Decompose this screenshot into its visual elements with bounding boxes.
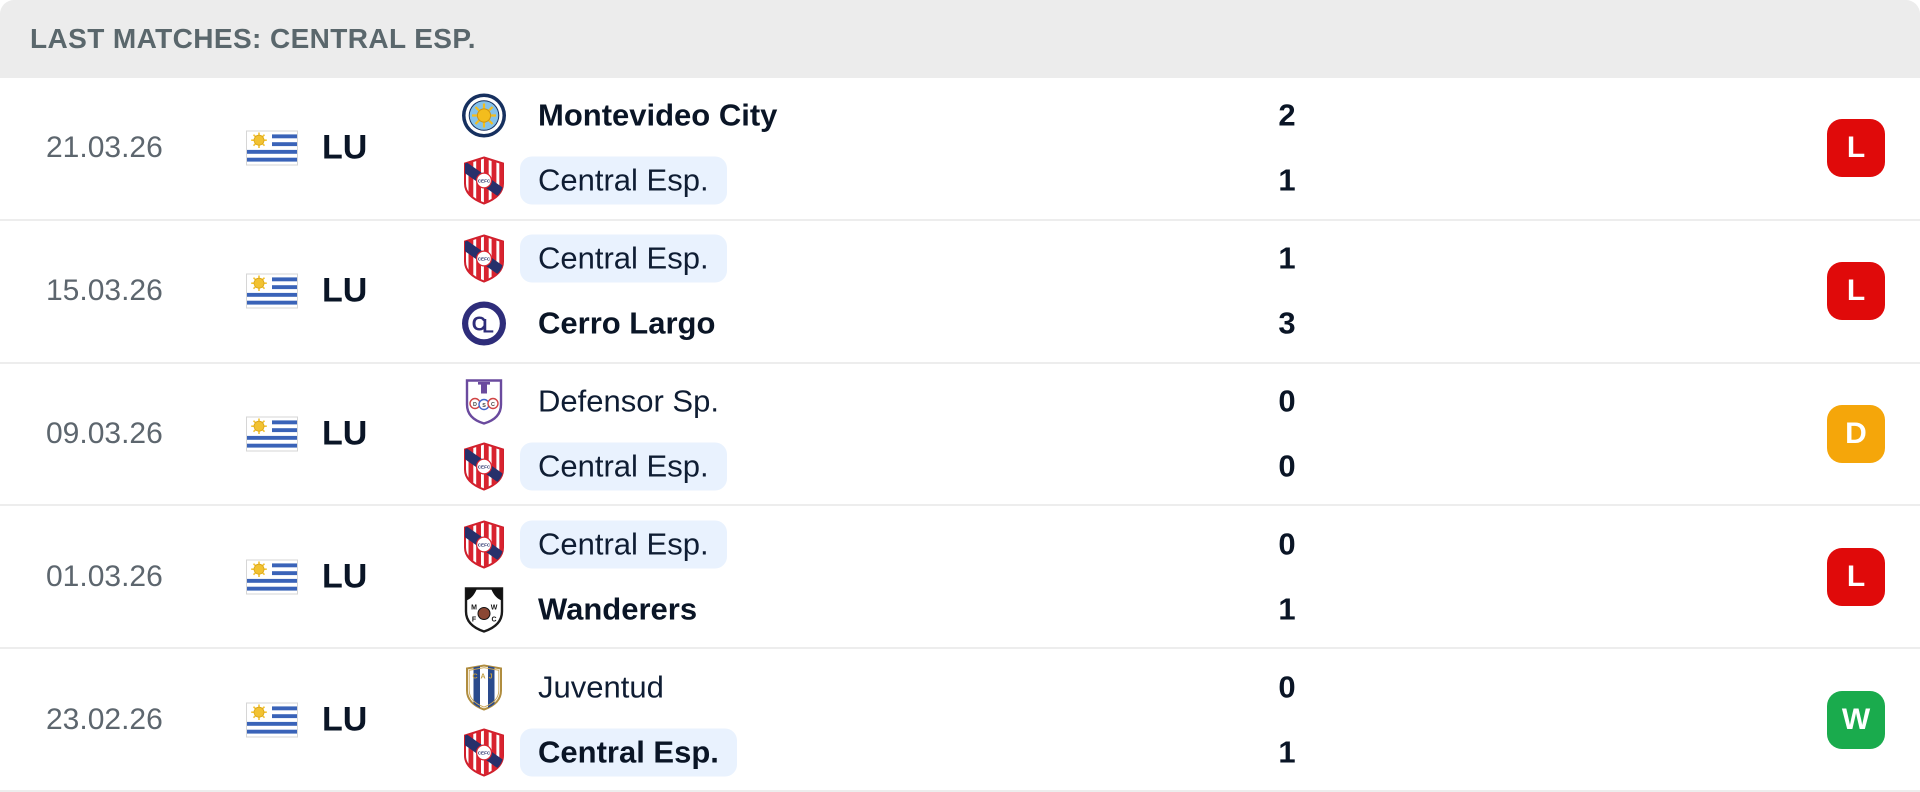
match-row[interactable]: 23.02.26 LU CAJ — [0, 649, 1920, 792]
match-row[interactable]: 15.03.26 LU CEFC — [0, 220, 1920, 364]
scores-block: 1 3 — [1245, 235, 1329, 348]
svg-text:M: M — [471, 604, 477, 611]
svg-text:S: S — [482, 403, 486, 409]
home-team-logo-montevideo-city-icon — [460, 92, 508, 140]
home-score: 1 — [1278, 240, 1296, 276]
home-team[interactable]: Montevideo City — [460, 92, 795, 140]
away-score: 0 — [1278, 448, 1296, 484]
away-team-name[interactable]: Wanderers — [538, 591, 698, 627]
home-team[interactable]: CEFC Central Esp. — [460, 234, 733, 283]
uruguay-flag-icon — [246, 559, 298, 595]
home-team-logo-central-esp-icon: CEFC — [460, 234, 508, 283]
svg-text:CEFC: CEFC — [478, 179, 491, 184]
panel-header: LAST MATCHES: CENTRAL ESP. — [0, 0, 1920, 78]
svg-text:F: F — [472, 616, 477, 623]
uruguay-flag-icon — [246, 702, 298, 738]
result-badge: L — [1827, 119, 1885, 178]
match-date: 01.03.26 — [46, 559, 163, 593]
uruguay-flag-icon — [246, 416, 298, 452]
home-team-name[interactable]: Montevideo City — [538, 97, 778, 133]
away-team-logo-central-esp-icon: CEFC — [460, 156, 508, 205]
away-score: 1 — [1278, 162, 1296, 198]
away-score: 1 — [1278, 734, 1296, 770]
away-team-logo-wanderers-icon: M W F C — [460, 585, 508, 633]
home-team-logo-juventud-icon: CAJ — [460, 663, 508, 711]
match-date: 09.03.26 — [46, 416, 163, 450]
match-row[interactable]: 01.03.26 LU CEFC — [0, 506, 1920, 650]
home-score: 0 — [1278, 669, 1296, 705]
svg-text:C: C — [491, 616, 496, 623]
away-team[interactable]: CEFC Central Esp. — [460, 156, 795, 205]
scores-block: 0 0 — [1245, 377, 1329, 490]
away-team-logo-central-esp-icon: CEFC — [460, 728, 508, 777]
panel-title: LAST MATCHES: CENTRAL ESP. — [30, 23, 476, 54]
teams-block: CEFC Central Esp. M W F C Wanderers — [460, 520, 727, 633]
league-label[interactable]: LU — [322, 700, 368, 739]
league-label[interactable]: LU — [322, 557, 368, 596]
uruguay-flag-icon — [246, 130, 298, 166]
svg-text:CEFC: CEFC — [478, 257, 491, 262]
away-team-name[interactable]: Central Esp. — [520, 442, 727, 491]
home-team-name[interactable]: Juventud — [538, 669, 664, 705]
home-score: 0 — [1278, 383, 1296, 419]
match-date: 21.03.26 — [46, 131, 163, 165]
uruguay-flag-icon — [246, 273, 298, 309]
home-team-logo-central-esp-icon: CEFC — [460, 520, 508, 569]
svg-text:W: W — [491, 604, 498, 611]
away-score: 1 — [1278, 591, 1296, 627]
scores-block: 0 1 — [1245, 663, 1329, 776]
svg-text:L: L — [482, 317, 494, 338]
home-team-name[interactable]: Central Esp. — [520, 234, 727, 283]
away-score: 3 — [1278, 305, 1296, 341]
home-team[interactable]: CEFC Central Esp. — [460, 520, 727, 569]
svg-text:D: D — [473, 402, 477, 408]
league-label[interactable]: LU — [322, 128, 368, 167]
teams-block: CAJ Juventud CEFC Central Esp. — [460, 663, 737, 777]
match-date: 15.03.26 — [46, 274, 163, 308]
away-team-logo-central-esp-icon: CEFC — [460, 442, 508, 491]
scores-block: 2 1 — [1245, 92, 1329, 205]
home-score: 0 — [1278, 526, 1296, 562]
svg-text:C: C — [472, 314, 486, 336]
result-badge: L — [1827, 262, 1885, 321]
away-team[interactable]: CEFC Central Esp. — [460, 442, 737, 491]
svg-text:CEFC: CEFC — [478, 750, 491, 755]
away-team-name[interactable]: Central Esp. — [520, 728, 737, 777]
svg-text:CAJ: CAJ — [472, 673, 495, 680]
home-team-name[interactable]: Defensor Sp. — [538, 383, 719, 419]
result-badge: D — [1827, 404, 1885, 463]
away-team-name[interactable]: Central Esp. — [520, 156, 727, 205]
svg-text:CEFC: CEFC — [478, 542, 491, 547]
home-score: 2 — [1278, 97, 1296, 133]
league-label[interactable]: LU — [322, 271, 368, 310]
away-team-name[interactable]: Cerro Largo — [538, 305, 716, 341]
away-team[interactable]: CEFC Central Esp. — [460, 728, 737, 777]
result-badge: L — [1827, 547, 1885, 606]
scores-block: 0 1 — [1245, 520, 1329, 633]
result-badge: W — [1827, 690, 1885, 749]
away-team[interactable]: M W F C Wanderers — [460, 585, 727, 633]
match-list: 21.03.26 LU Mo — [0, 78, 1920, 792]
svg-text:CEFC: CEFC — [478, 464, 491, 469]
league-label[interactable]: LU — [322, 414, 368, 453]
match-date: 23.02.26 — [46, 702, 163, 736]
teams-block: Montevideo City CEFC Central Esp. — [460, 92, 795, 205]
match-row[interactable]: 21.03.26 LU Mo — [0, 78, 1920, 221]
home-team-name[interactable]: Central Esp. — [520, 520, 727, 569]
svg-text:C: C — [491, 402, 495, 408]
home-team[interactable]: CAJ Juventud — [460, 663, 737, 711]
